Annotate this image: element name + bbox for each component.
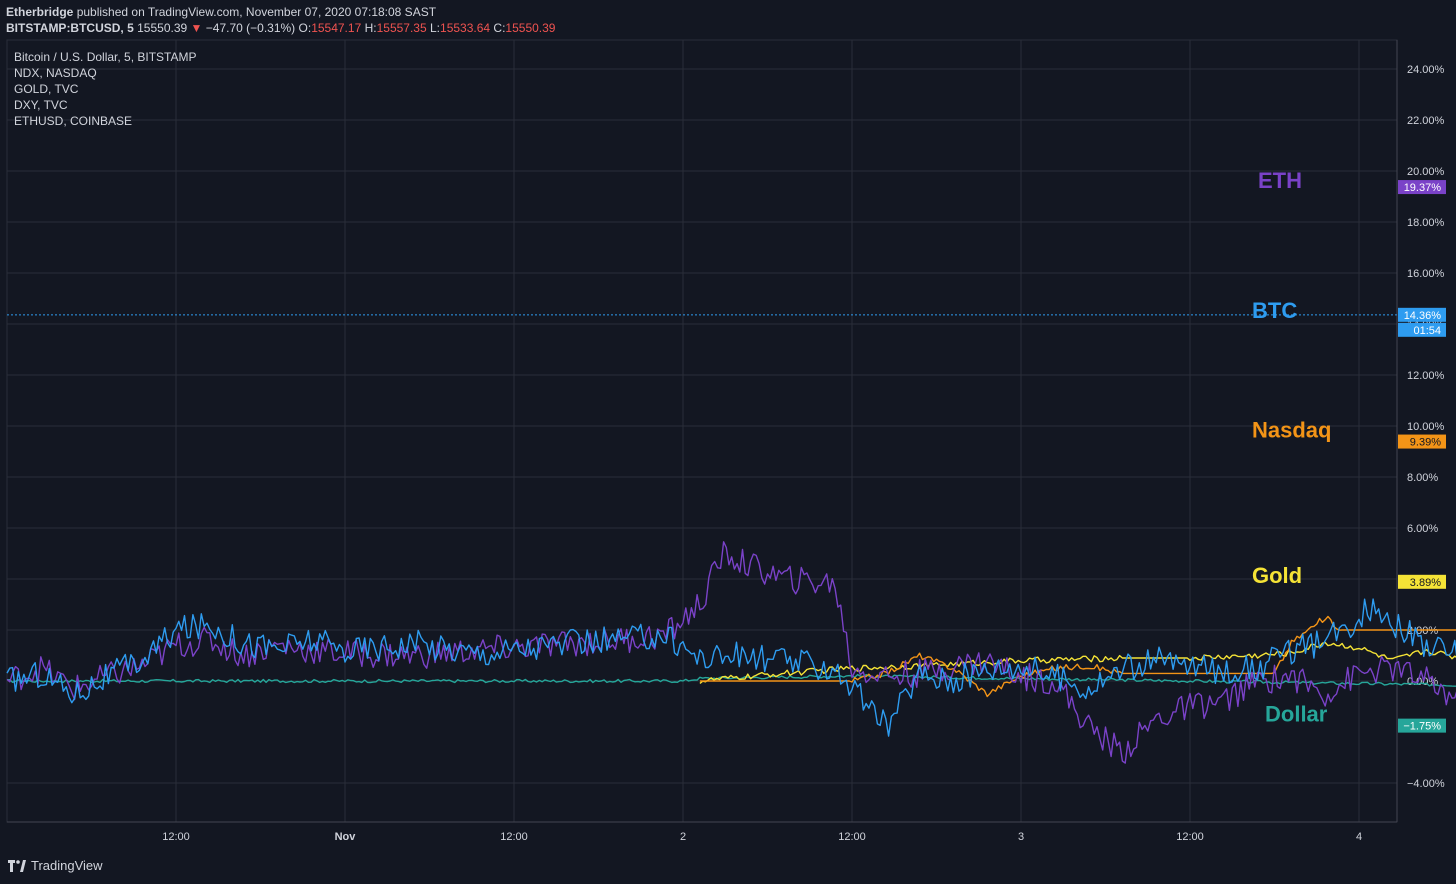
series-label-dollar: Dollar [1265, 702, 1328, 727]
x-tick-label: Nov [335, 831, 357, 843]
y-tick-label: 18.00% [1407, 217, 1445, 229]
last-value-badge-gold [1398, 574, 1446, 589]
y-tick-label: 8.00% [1407, 472, 1438, 484]
series-line-eth [6, 541, 1456, 764]
series-line-nasdaq [699, 615, 1456, 698]
legend-entry[interactable]: GOLD, TVC [14, 82, 79, 96]
last-value-text-eth: 19.37% [1404, 182, 1442, 194]
last-value-badge-nasdaq [1398, 434, 1446, 449]
series-labels: BTC ETH Nasdaq Gold Dollar [1252, 168, 1331, 727]
y-tick-label: −4.00% [1407, 778, 1445, 790]
x-tick-label: 12:00 [838, 831, 866, 843]
legend-entry[interactable]: Bitcoin / U.S. Dollar, 5, BITSTAMP [14, 50, 197, 64]
y-tick-label: 10.00% [1407, 421, 1445, 433]
last-value-text-gold: 3.89% [1410, 577, 1441, 589]
y-tick-label: 6.00% [1407, 523, 1438, 535]
y-tick-label: 12.00% [1407, 370, 1445, 382]
x-tick-label: 12:00 [500, 831, 528, 843]
last-value-text-nasdaq: 9.39% [1410, 437, 1441, 449]
footer-brand[interactable]: TradingView [8, 858, 103, 873]
series-lines [6, 541, 1456, 764]
x-tick-label: 12:00 [1176, 831, 1204, 843]
series-label-nasdaq: Nasdaq [1252, 418, 1331, 443]
series-label-btc: BTC [1252, 298, 1297, 323]
open-label: O: [298, 21, 312, 35]
open-value: 15547.17 [311, 21, 362, 35]
close-label: C: [493, 21, 506, 35]
x-tick-label: 3 [1018, 831, 1024, 843]
countdown-text: 01:54 [1413, 325, 1441, 337]
series-line-dollar [6, 673, 1456, 687]
legend-entry[interactable]: ETHUSD, COINBASE [14, 114, 132, 128]
high-label: H: [364, 21, 377, 35]
chart-header: Etherbridge published on TradingView.com… [6, 4, 555, 36]
close-value: 15550.39 [505, 21, 556, 35]
legend-entry[interactable]: NDX, NASDAQ [14, 66, 97, 80]
y-tick-label: 20.00% [1407, 166, 1445, 178]
x-tick-label: 12:00 [162, 831, 190, 843]
y-tick-label: 16.00% [1407, 268, 1445, 280]
high-value: 15557.35 [376, 21, 427, 35]
series-line-btc [6, 598, 1456, 737]
x-tick-label: 4 [1356, 831, 1362, 843]
low-label: L: [430, 21, 441, 35]
low-value: 15533.64 [440, 21, 491, 35]
last-value-text-dollar: −1.75% [1403, 721, 1441, 733]
grid-lines [7, 40, 1397, 822]
x-tick-label: 2 [680, 831, 686, 843]
publisher-name[interactable]: Etherbridge [6, 5, 74, 19]
legend-entry[interactable]: DXY, TVC [14, 98, 68, 112]
plot-frame [6, 39, 1398, 823]
ohlc-line: BITSTAMP:BTCUSD, 5 15550.39 ▼ −47.70 (−0… [6, 20, 555, 36]
last-price: 15550.39 [137, 21, 188, 35]
last-value-badge-dollar [1398, 718, 1446, 733]
series-label-eth: ETH [1258, 168, 1302, 193]
indicator-legend: Bitcoin / U.S. Dollar, 5, BITSTAMP NDX, N… [14, 50, 197, 128]
last-value-badges: 14.36% 01:54 19.37% 9.39% 3.89% −1.75% [1398, 180, 1446, 733]
series-label-gold: Gold [1252, 563, 1302, 588]
publish-line: Etherbridge published on TradingView.com… [6, 4, 555, 20]
last-value-text-btc: 14.36% [1404, 310, 1442, 322]
symbol-label: BITSTAMP:BTCUSD, 5 [6, 21, 134, 35]
footer-brand-text: TradingView [31, 858, 103, 873]
countdown-badge [1398, 322, 1446, 337]
down-arrow-icon: ▼ [190, 21, 203, 35]
y-tick-label: 24.00% [1407, 64, 1445, 76]
last-value-badge-eth [1398, 180, 1446, 195]
price-change: −47.70 (−0.31%) [205, 21, 296, 35]
last-value-badge-btc [1398, 307, 1446, 322]
y-tick-label: 22.00% [1407, 115, 1445, 127]
x-axis-ticks: 12:00Nov12:00212:00312:00412:00512:00612… [162, 831, 1362, 843]
published-text: published on TradingView.com, November 0… [76, 5, 437, 19]
tradingview-logo-icon [8, 859, 26, 872]
